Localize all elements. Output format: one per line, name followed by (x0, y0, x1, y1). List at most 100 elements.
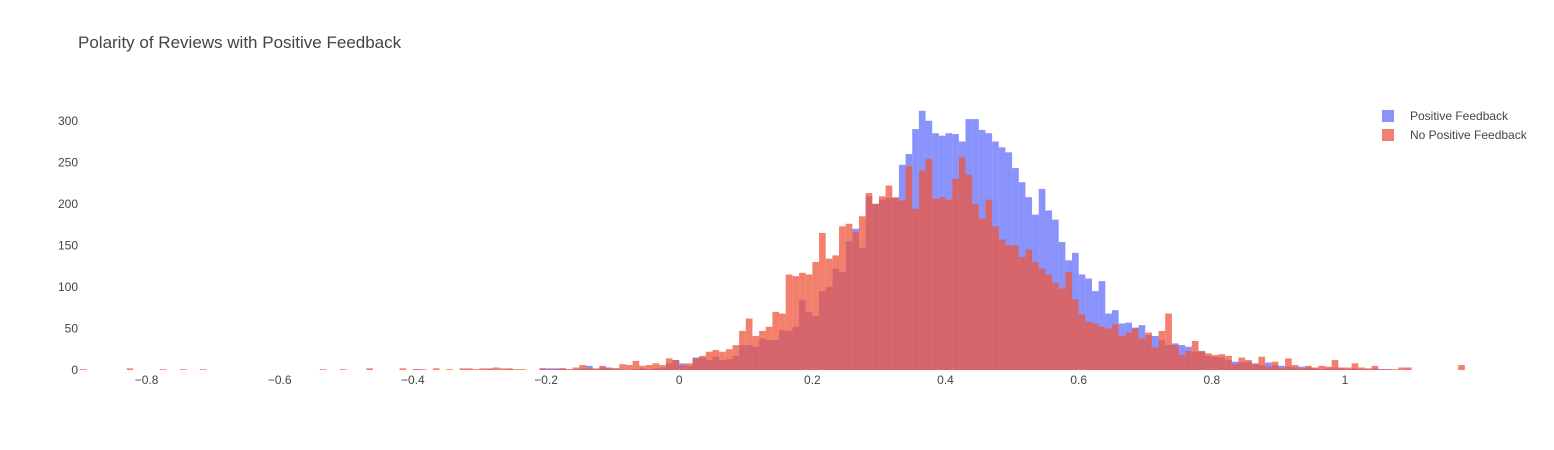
histogram-bar[interactable] (1305, 365, 1312, 370)
histogram-bar[interactable] (1258, 356, 1266, 370)
histogram-bar[interactable] (632, 360, 640, 370)
histogram-bar[interactable] (1351, 363, 1359, 370)
histogram-bar[interactable] (1265, 366, 1272, 370)
histogram-bar[interactable] (699, 355, 706, 370)
histogram-bar[interactable] (1045, 274, 1053, 370)
histogram-bar[interactable] (625, 365, 633, 370)
histogram-bar[interactable] (1205, 353, 1212, 370)
histogram-bar[interactable] (1298, 368, 1306, 370)
histogram-bar[interactable] (559, 368, 567, 370)
histogram-bar[interactable] (1358, 367, 1365, 370)
histogram-bar[interactable] (1338, 367, 1345, 370)
histogram-bar[interactable] (745, 318, 753, 370)
legend-item-no-positive-feedback[interactable]: No Positive Feedback (1382, 125, 1527, 144)
legend[interactable]: Positive Feedback No Positive Feedback (1382, 106, 1527, 144)
histogram-bar[interactable] (1151, 347, 1159, 370)
histogram-bar[interactable] (1211, 355, 1219, 370)
histogram-bar[interactable] (1038, 268, 1046, 370)
histogram-bar[interactable] (1058, 288, 1066, 370)
histogram-bar[interactable] (319, 369, 327, 370)
histogram-bar[interactable] (1378, 369, 1385, 370)
histogram-bar[interactable] (1311, 367, 1319, 370)
histogram-bar[interactable] (785, 274, 793, 370)
histogram-bar[interactable] (1191, 340, 1199, 370)
histogram-bar[interactable] (419, 369, 427, 370)
histogram-bar[interactable] (1098, 281, 1106, 370)
histogram-bar[interactable] (792, 276, 800, 370)
histogram-bar[interactable] (1111, 324, 1119, 370)
histogram-bar[interactable] (1072, 299, 1079, 370)
histogram-bar[interactable] (1218, 354, 1226, 370)
histogram-bar[interactable] (506, 368, 513, 370)
histogram-bar[interactable] (1318, 365, 1326, 370)
histogram-bar[interactable] (938, 197, 946, 370)
histogram-bar[interactable] (852, 232, 859, 370)
histogram-bar[interactable] (918, 170, 926, 370)
histogram-bar[interactable] (1238, 357, 1246, 370)
histogram-bar[interactable] (639, 365, 646, 370)
histogram-bar[interactable] (772, 311, 780, 370)
histogram-bar[interactable] (1052, 282, 1059, 370)
histogram-bar[interactable] (80, 369, 87, 370)
histogram-bar[interactable] (1158, 330, 1166, 370)
histogram-bar[interactable] (1251, 364, 1259, 370)
histogram-bar[interactable] (1198, 351, 1206, 370)
histogram-bar[interactable] (1331, 360, 1339, 370)
histogram-bar[interactable] (1458, 365, 1465, 370)
histogram-bar[interactable] (872, 203, 879, 370)
histogram-bar[interactable] (1165, 313, 1172, 370)
histogram-bar[interactable] (579, 365, 586, 370)
histogram-bar[interactable] (552, 368, 560, 370)
histogram-bar[interactable] (1098, 326, 1106, 370)
histogram-bar[interactable] (972, 203, 979, 370)
histogram-bar[interactable] (805, 274, 813, 370)
histogram-bar[interactable] (725, 349, 733, 370)
histogram-bar[interactable] (685, 363, 693, 370)
histogram-bar[interactable] (159, 369, 167, 370)
histogram-bar[interactable] (825, 258, 833, 370)
histogram-bar[interactable] (492, 367, 500, 370)
histogram-bar[interactable] (659, 365, 666, 370)
histogram-bar[interactable] (992, 226, 999, 370)
legend-item-positive-feedback[interactable]: Positive Feedback (1382, 106, 1527, 125)
histogram-bar[interactable] (819, 232, 826, 370)
histogram-bar[interactable] (1325, 366, 1332, 370)
histogram-bar[interactable] (612, 368, 620, 370)
histogram-bar[interactable] (712, 350, 720, 370)
histogram-bar[interactable] (1145, 332, 1152, 370)
histogram-bar[interactable] (1398, 367, 1405, 370)
histogram-bar[interactable] (978, 218, 986, 370)
histogram-bar[interactable] (1265, 362, 1272, 370)
histogram-bar[interactable] (1171, 345, 1179, 370)
histogram-bar[interactable] (765, 326, 773, 370)
histogram-bar[interactable] (1065, 271, 1073, 370)
histogram-bar[interactable] (732, 345, 740, 370)
histogram-bar[interactable] (572, 367, 580, 370)
histogram-bar[interactable] (1225, 355, 1232, 370)
histogram-bar[interactable] (998, 239, 1006, 370)
histogram-bar[interactable] (479, 368, 487, 370)
histogram-bar[interactable] (958, 157, 966, 370)
histogram-bar[interactable] (779, 313, 786, 370)
histogram-bar[interactable] (1391, 369, 1399, 370)
histogram-bar[interactable] (878, 196, 886, 370)
histogram-bar[interactable] (1032, 262, 1039, 370)
histogram-bar[interactable] (912, 208, 919, 370)
histogram-bar[interactable] (905, 166, 913, 370)
histogram-bar[interactable] (705, 351, 713, 370)
histogram-bar[interactable] (592, 368, 600, 370)
histogram-bar[interactable] (1178, 355, 1186, 370)
histogram-bar[interactable] (799, 272, 806, 370)
histogram-bar[interactable] (1085, 321, 1092, 370)
histogram-bar[interactable] (739, 330, 746, 370)
histogram-bar[interactable] (1092, 323, 1099, 370)
histogram-bar[interactable] (446, 369, 453, 370)
histogram-bar[interactable] (719, 351, 726, 370)
histogram-bar[interactable] (512, 369, 520, 370)
histogram-bar[interactable] (1384, 369, 1392, 370)
histogram-bar[interactable] (1012, 245, 1019, 370)
histogram-bar[interactable] (985, 199, 993, 370)
histogram-bar[interactable] (1131, 328, 1139, 370)
histogram-bar[interactable] (619, 364, 626, 370)
histogram-bar[interactable] (1371, 365, 1379, 370)
